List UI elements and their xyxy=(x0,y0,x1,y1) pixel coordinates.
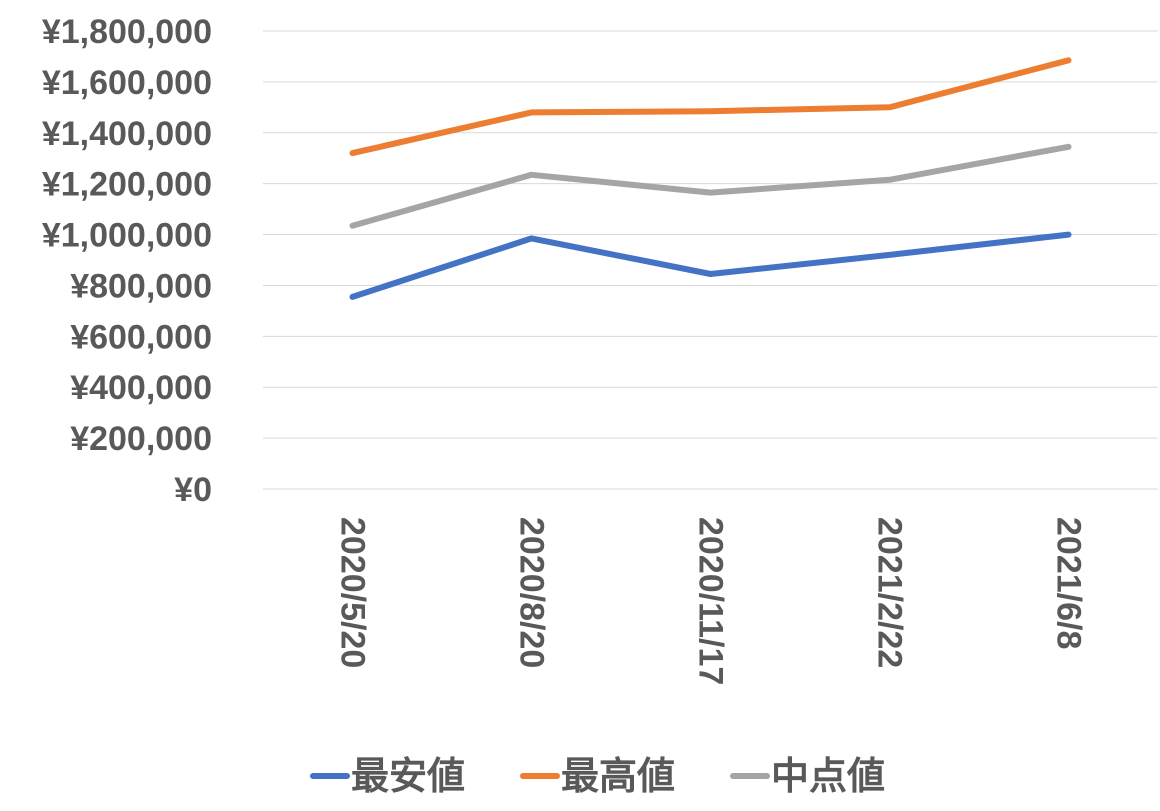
y-tick-label: ¥800,000 xyxy=(70,267,212,305)
x-category-label: 2020/11/17 xyxy=(692,517,730,685)
gridlines xyxy=(263,30,1158,490)
y-tick-label: ¥600,000 xyxy=(70,318,212,356)
x-axis-category-labels: 2020/5/20 2020/8/20 2020/11/17 2021/2/22 202… xyxy=(334,517,1088,685)
y-axis-tick-labels: ¥0 ¥200,000 ¥400,000 ¥600,000 ¥800,000 ¥1,000… xyxy=(42,13,212,509)
y-tick-label: ¥200,000 xyxy=(70,420,212,458)
legend-label: 最高値 xyxy=(561,754,675,798)
series-line-3 xyxy=(349,143,1072,229)
y-tick-label: ¥1,400,000 xyxy=(42,115,212,153)
y-tick-label: ¥0 xyxy=(174,471,212,509)
series-lines xyxy=(349,57,1072,300)
series-line-1 xyxy=(349,231,1072,300)
y-tick-label: ¥1,000,000 xyxy=(42,217,212,255)
x-category-label: 2021/6/8 xyxy=(1050,517,1088,649)
x-category-label: 2021/2/22 xyxy=(871,517,909,668)
y-tick-label: ¥1,200,000 xyxy=(42,166,212,204)
legend-label: 最安値 xyxy=(351,754,465,798)
x-category-label: 2020/8/20 xyxy=(513,517,551,668)
legend-label: 中点値 xyxy=(771,754,885,798)
y-tick-label: ¥1,600,000 xyxy=(42,64,212,102)
series-line-2 xyxy=(349,57,1072,157)
legend: 最安値 最高値 中点値 xyxy=(310,754,885,798)
y-tick-label: ¥400,000 xyxy=(70,369,212,407)
x-category-label: 2020/5/20 xyxy=(334,517,372,668)
y-tick-label: ¥1,800,000 xyxy=(42,13,212,51)
